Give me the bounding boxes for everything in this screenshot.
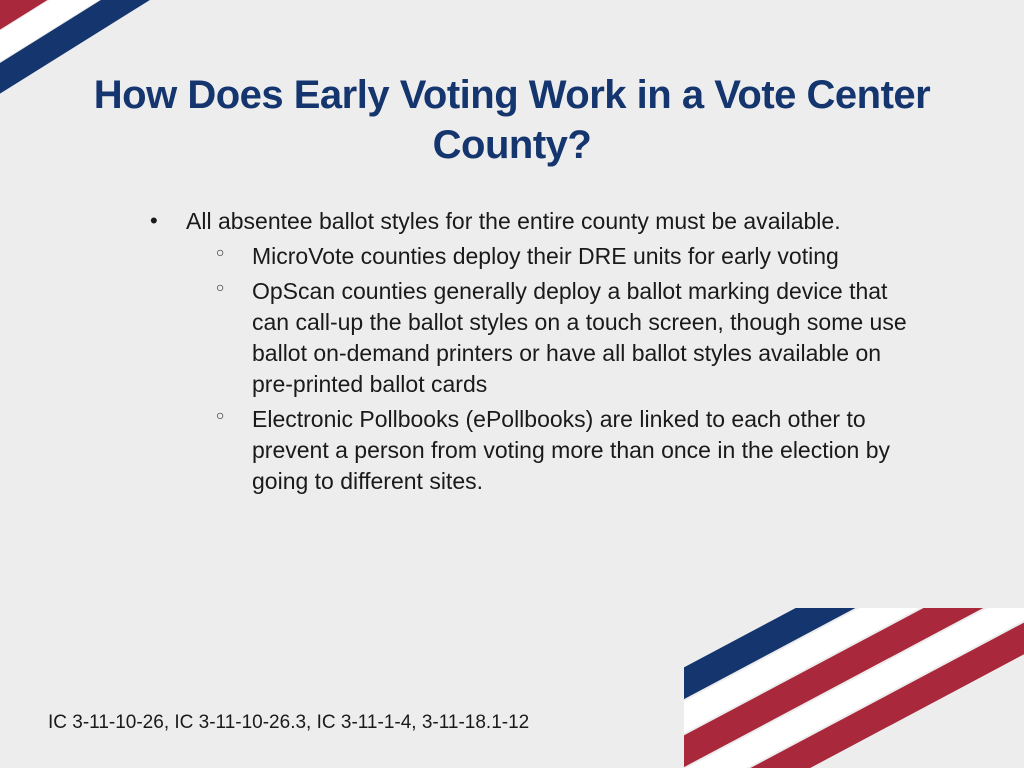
citation-footer: IC 3-11-10-26, IC 3-11-10-26.3, IC 3-11-…: [48, 712, 529, 734]
slide-container: How Does Early Voting Work in a Vote Cen…: [0, 0, 1024, 768]
sub-bullet-text: Electronic Pollbooks (ePollbooks) are li…: [252, 406, 890, 494]
sub-bullet-text: MicroVote counties deploy their DRE unit…: [252, 243, 839, 269]
sub-bullet-list: MicroVote counties deploy their DRE unit…: [186, 241, 914, 497]
slide-title: How Does Early Voting Work in a Vote Cen…: [90, 70, 934, 170]
sub-bullet-item: OpScan counties generally deploy a ballo…: [186, 276, 914, 400]
bullet-item: All absentee ballot styles for the entir…: [140, 206, 914, 497]
sub-bullet-item: Electronic Pollbooks (ePollbooks) are li…: [186, 404, 914, 497]
sub-bullet-item: MicroVote counties deploy their DRE unit…: [186, 241, 914, 272]
bullet-text: All absentee ballot styles for the entir…: [186, 208, 841, 234]
sub-bullet-text: OpScan counties generally deploy a ballo…: [252, 278, 907, 397]
bullet-list: All absentee ballot styles for the entir…: [140, 206, 914, 497]
slide-body: All absentee ballot styles for the entir…: [90, 206, 934, 497]
